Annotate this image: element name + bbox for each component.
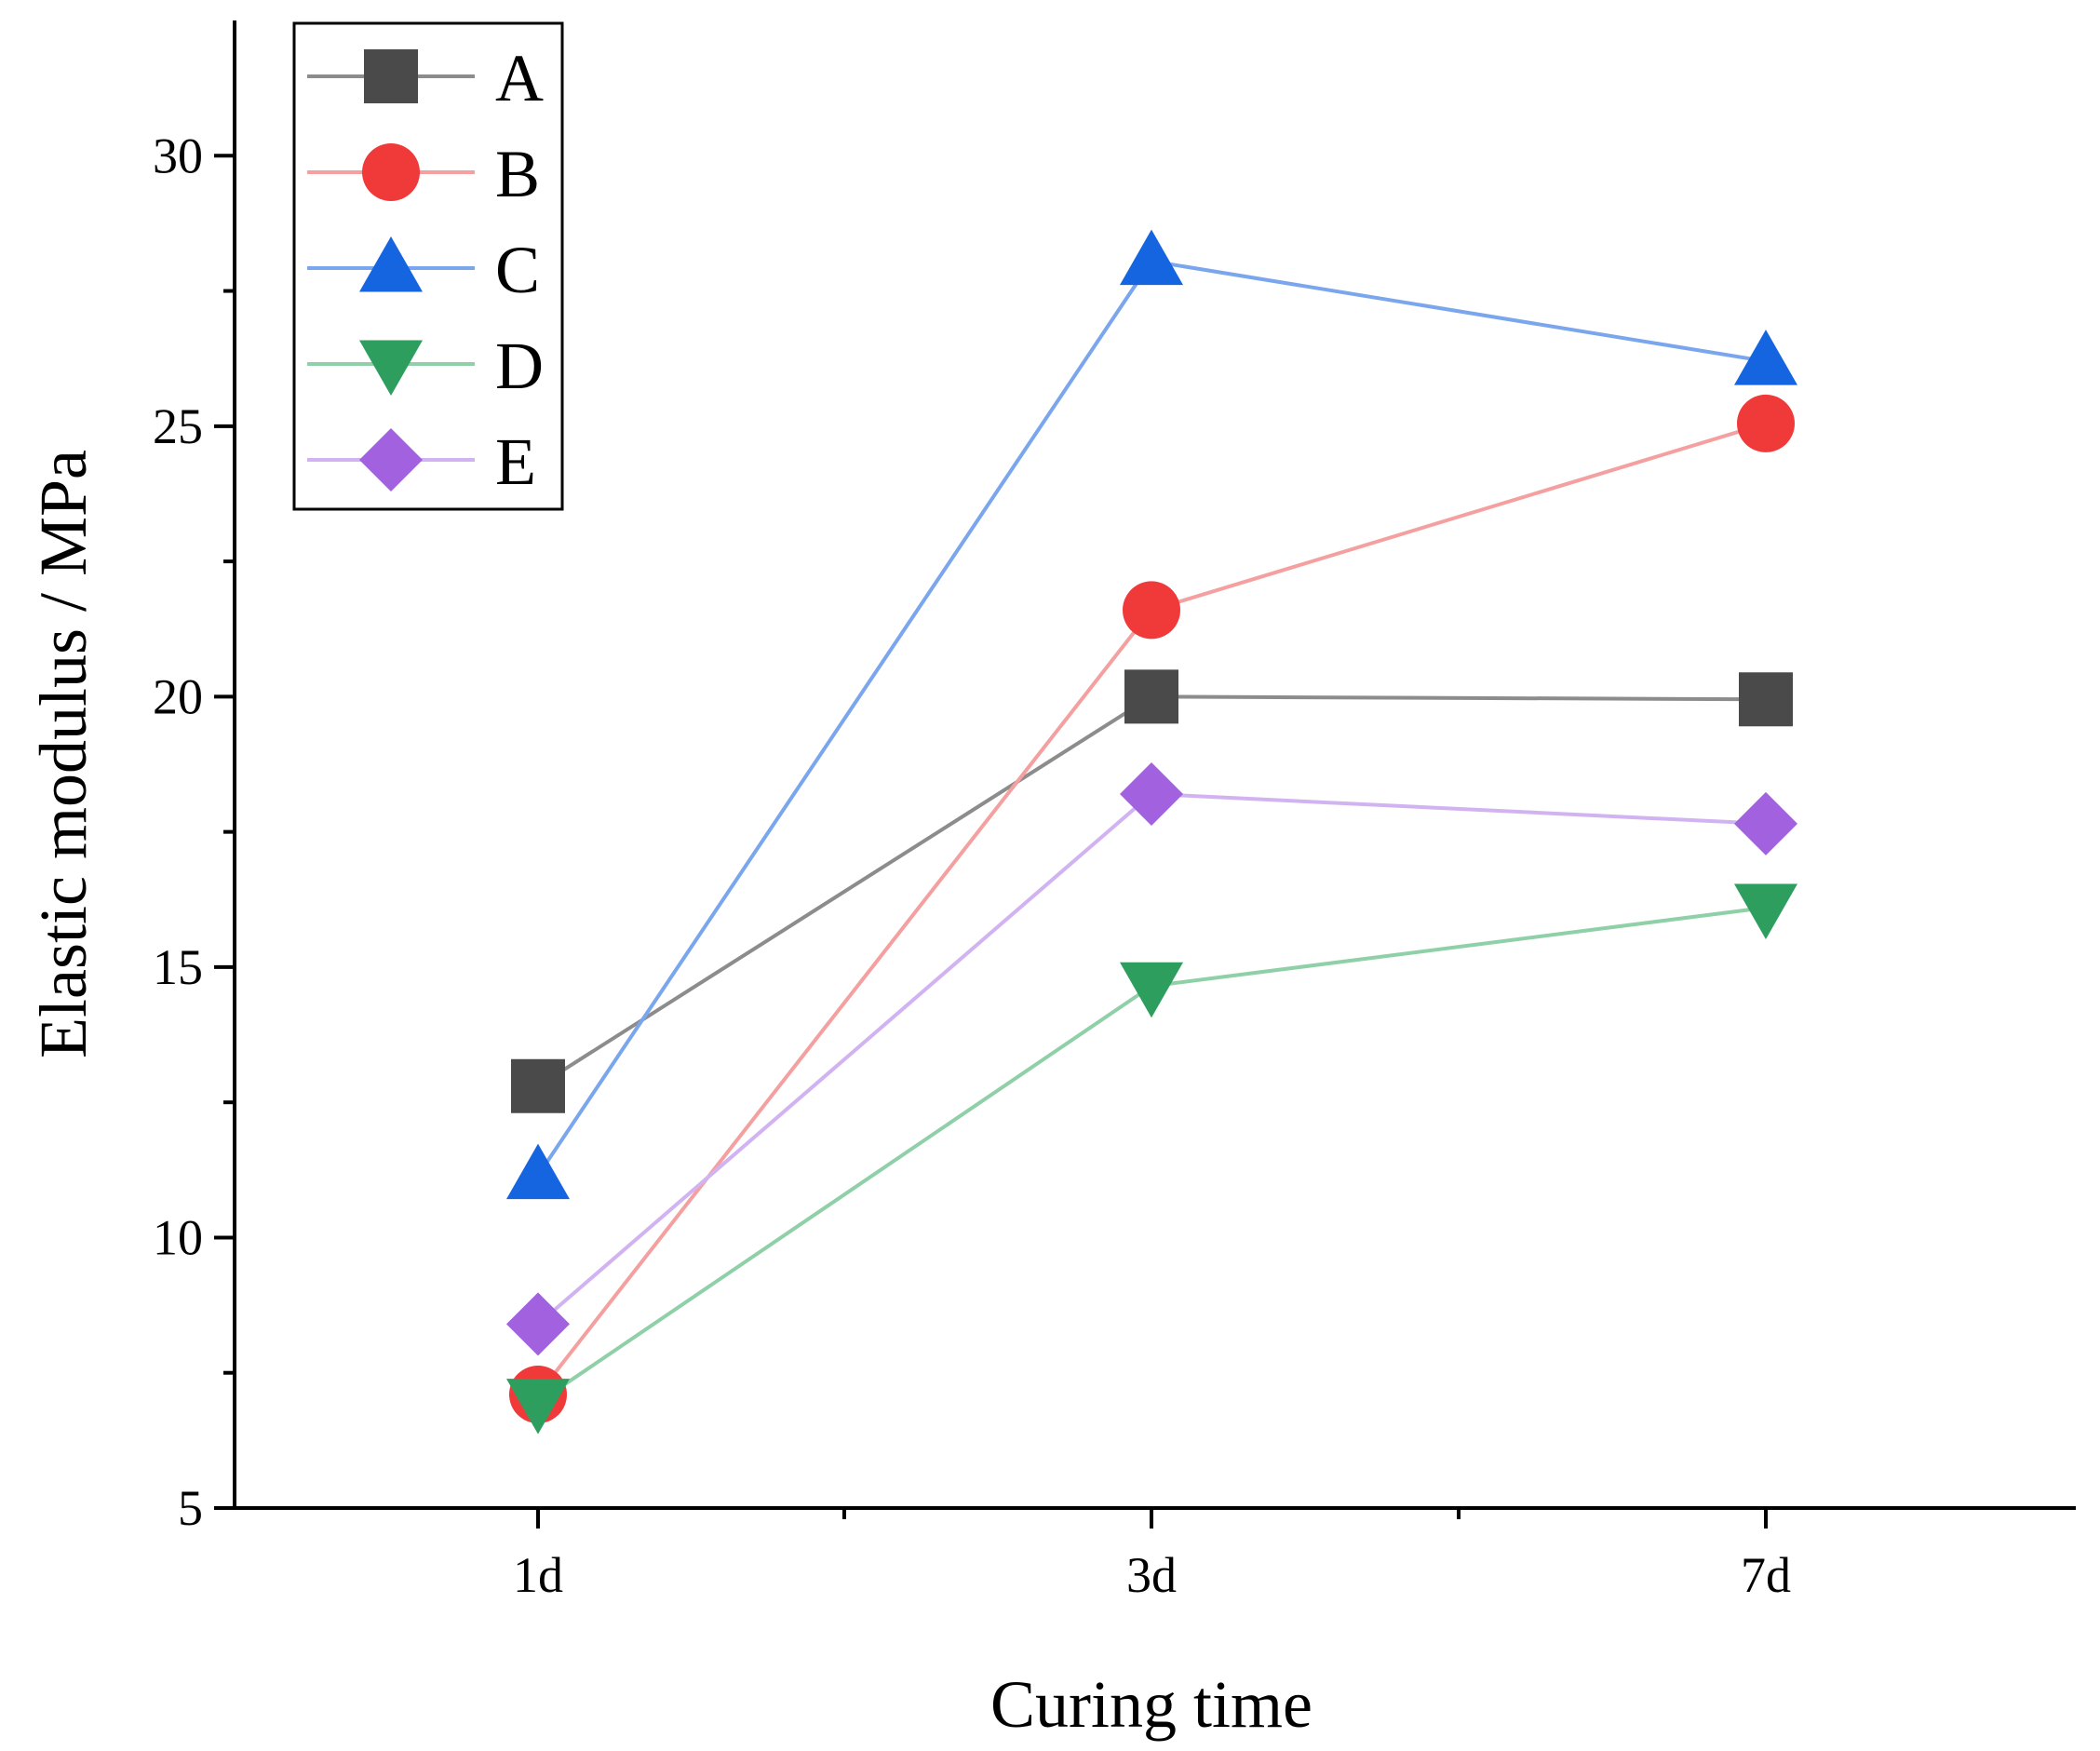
y-tick-label: 15 [153,939,203,995]
y-tick-label: 25 [153,398,203,454]
x-axis-title: Curing time [990,1667,1312,1742]
series-c-point [506,1143,570,1200]
series-c-point [1120,229,1183,286]
series-lines [536,259,1767,1405]
y-tick-label: 20 [153,668,203,724]
legend-e-marker [359,428,423,492]
series-a-point [511,1058,565,1113]
axes: 5 10 15 20 25 30 1d 3d 7d [153,20,2076,1603]
series-b-point [1123,581,1180,640]
series-markers [506,229,1797,1434]
series-d-point [1120,962,1183,1018]
legend-c-label: C [495,233,540,307]
series-a-point [1739,672,1793,727]
series-e-point [506,1292,570,1356]
series-d-point [1734,883,1797,939]
x-tick-label: 3d [1126,1547,1177,1603]
series-b-line [536,421,1767,1396]
series-e-point [1734,791,1797,855]
series-a-point [1124,669,1178,724]
legend-b-marker [362,143,420,201]
series-d-point [506,1379,570,1434]
series-e-line [536,791,1767,1326]
legend-d-label: D [495,329,544,403]
legend-d-marker [359,340,423,396]
x-tick-label: 1d [513,1547,563,1603]
y-axis-title: Elastic modulus / MPa [26,450,101,1058]
legend-c-marker [359,236,423,292]
series-c-point [1734,330,1797,385]
x-tick-label: 7d [1741,1547,1791,1603]
series-e-point [1120,761,1183,826]
y-tick-label: 30 [153,128,203,183]
y-tick-label: 5 [178,1480,203,1536]
y-tick-label: 10 [153,1209,203,1265]
legend-a-marker [364,49,418,103]
legend-a-label: A [495,41,544,115]
series-b-point [1737,394,1795,452]
legend-b-label: B [495,137,540,211]
series-a-line [536,694,1767,1088]
legend-e-label: E [495,424,536,499]
